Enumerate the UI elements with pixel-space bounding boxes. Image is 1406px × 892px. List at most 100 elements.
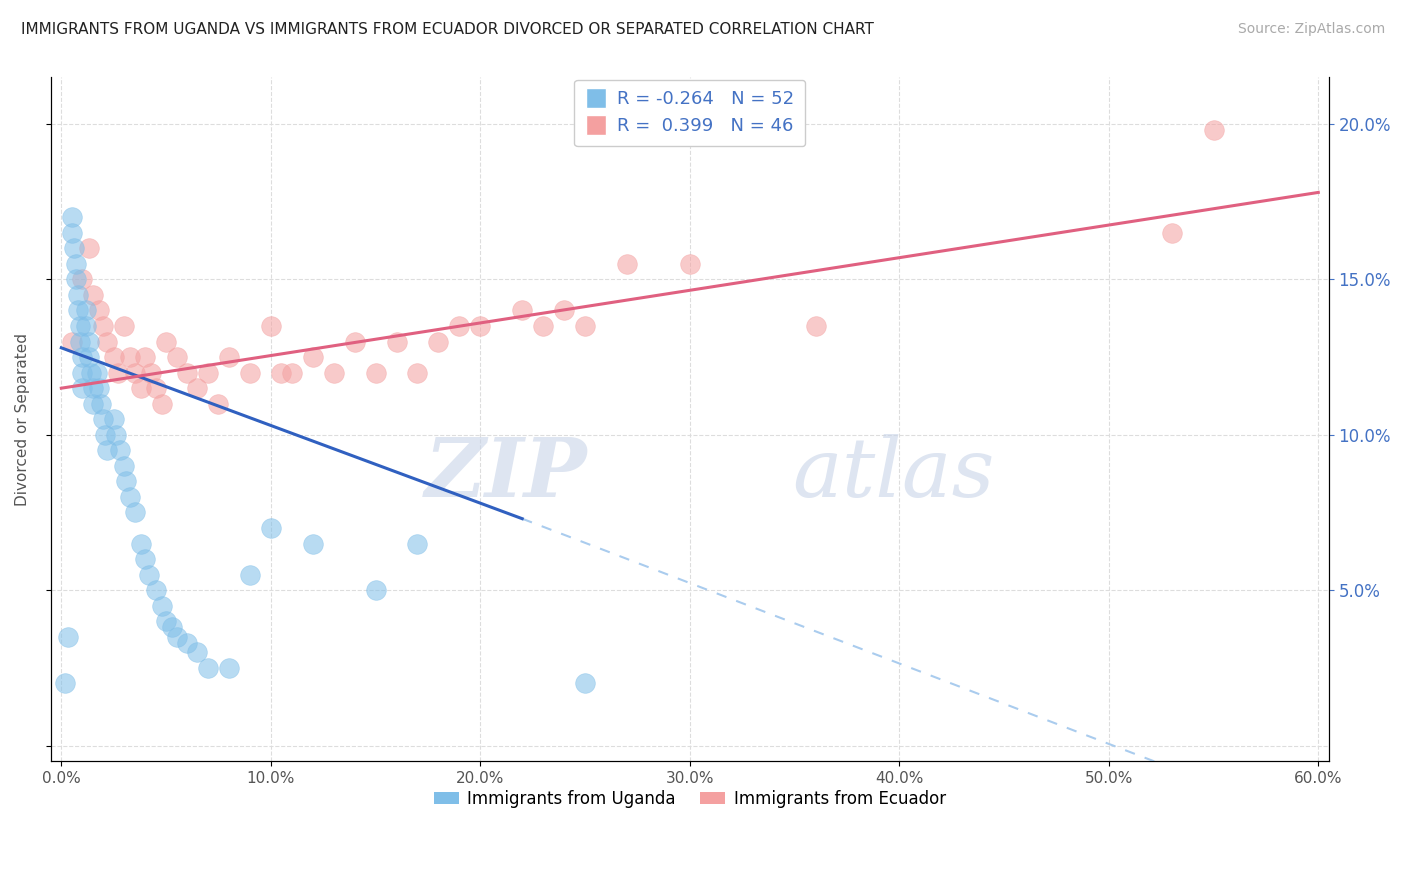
Point xyxy=(72,272,94,286)
Point xyxy=(553,303,575,318)
Point xyxy=(87,381,110,395)
Point xyxy=(281,366,304,380)
Point xyxy=(107,366,129,380)
Point xyxy=(120,350,142,364)
Point xyxy=(207,397,229,411)
Point xyxy=(79,366,101,380)
Point xyxy=(260,521,283,535)
Point xyxy=(510,303,533,318)
Point xyxy=(218,661,240,675)
Point xyxy=(406,536,429,550)
Point xyxy=(301,536,323,550)
Point xyxy=(124,366,146,380)
Point xyxy=(103,412,125,426)
Point xyxy=(449,319,471,334)
Point xyxy=(260,319,283,334)
Point xyxy=(65,257,87,271)
Point xyxy=(77,241,100,255)
Point xyxy=(69,319,91,334)
Point xyxy=(239,567,262,582)
Point xyxy=(1160,226,1182,240)
Point xyxy=(63,241,86,255)
Point xyxy=(141,366,163,380)
Point xyxy=(77,350,100,364)
Point xyxy=(186,645,208,659)
Point xyxy=(104,427,127,442)
Point xyxy=(470,319,492,334)
Point xyxy=(176,636,198,650)
Point xyxy=(90,397,112,411)
Point xyxy=(804,319,827,334)
Point xyxy=(531,319,554,334)
Point xyxy=(86,366,108,380)
Y-axis label: Divorced or Separated: Divorced or Separated xyxy=(15,333,30,506)
Point xyxy=(82,288,104,302)
Point xyxy=(60,211,83,225)
Point xyxy=(239,366,262,380)
Point xyxy=(385,334,408,349)
Point xyxy=(67,288,90,302)
Point xyxy=(343,334,366,349)
Point xyxy=(155,614,177,628)
Point xyxy=(301,350,323,364)
Point xyxy=(129,536,152,550)
Point xyxy=(103,350,125,364)
Point xyxy=(134,552,156,566)
Point xyxy=(96,443,118,458)
Point xyxy=(186,381,208,395)
Text: Source: ZipAtlas.com: Source: ZipAtlas.com xyxy=(1237,22,1385,37)
Point xyxy=(82,381,104,395)
Point xyxy=(72,350,94,364)
Point xyxy=(166,630,188,644)
Point xyxy=(150,397,173,411)
Point xyxy=(197,366,219,380)
Point xyxy=(129,381,152,395)
Text: ZIP: ZIP xyxy=(425,434,588,514)
Point xyxy=(115,475,138,489)
Point xyxy=(75,303,97,318)
Point xyxy=(134,350,156,364)
Point xyxy=(155,334,177,349)
Point xyxy=(65,272,87,286)
Point xyxy=(166,350,188,364)
Point xyxy=(96,334,118,349)
Point xyxy=(108,443,131,458)
Point xyxy=(72,366,94,380)
Point xyxy=(94,427,117,442)
Point xyxy=(1202,123,1225,137)
Point xyxy=(56,630,79,644)
Point xyxy=(197,661,219,675)
Point xyxy=(364,583,387,598)
Point xyxy=(91,319,114,334)
Point xyxy=(176,366,198,380)
Point xyxy=(322,366,344,380)
Point xyxy=(75,319,97,334)
Point xyxy=(60,334,83,349)
Text: atlas: atlas xyxy=(792,434,994,514)
Point xyxy=(406,366,429,380)
Point xyxy=(679,257,702,271)
Legend: Immigrants from Uganda, Immigrants from Ecuador: Immigrants from Uganda, Immigrants from … xyxy=(427,783,953,814)
Point xyxy=(218,350,240,364)
Point xyxy=(364,366,387,380)
Point xyxy=(82,397,104,411)
Point xyxy=(616,257,638,271)
Point xyxy=(87,303,110,318)
Point xyxy=(77,334,100,349)
Point xyxy=(72,381,94,395)
Point xyxy=(69,334,91,349)
Point xyxy=(55,676,77,690)
Point xyxy=(60,226,83,240)
Point xyxy=(112,458,135,473)
Point xyxy=(427,334,450,349)
Point xyxy=(124,506,146,520)
Point xyxy=(91,412,114,426)
Text: IMMIGRANTS FROM UGANDA VS IMMIGRANTS FROM ECUADOR DIVORCED OR SEPARATED CORRELAT: IMMIGRANTS FROM UGANDA VS IMMIGRANTS FRO… xyxy=(21,22,875,37)
Point xyxy=(112,319,135,334)
Point xyxy=(145,583,167,598)
Point xyxy=(574,676,596,690)
Point xyxy=(150,599,173,613)
Point xyxy=(67,303,90,318)
Point xyxy=(138,567,160,582)
Point xyxy=(120,490,142,504)
